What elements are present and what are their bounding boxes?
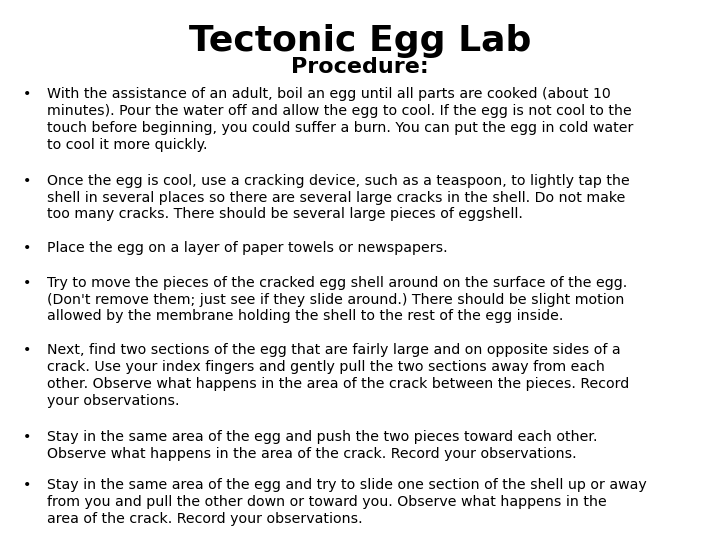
Text: Once the egg is cool, use a cracking device, such as a teaspoon, to lightly tap : Once the egg is cool, use a cracking dev… xyxy=(47,174,629,221)
Text: •: • xyxy=(23,478,32,492)
Text: Stay in the same area of the egg and try to slide one section of the shell up or: Stay in the same area of the egg and try… xyxy=(47,478,647,526)
Text: •: • xyxy=(23,430,32,444)
Text: Next, find two sections of the egg that are fairly large and on opposite sides o: Next, find two sections of the egg that … xyxy=(47,343,629,408)
Text: Place the egg on a layer of paper towels or newspapers.: Place the egg on a layer of paper towels… xyxy=(47,241,447,255)
Text: •: • xyxy=(23,174,32,188)
Text: Try to move the pieces of the cracked egg shell around on the surface of the egg: Try to move the pieces of the cracked eg… xyxy=(47,276,627,323)
Text: •: • xyxy=(23,276,32,290)
Text: •: • xyxy=(23,87,32,102)
Text: Stay in the same area of the egg and push the two pieces toward each other.
Obse: Stay in the same area of the egg and pus… xyxy=(47,430,598,461)
Text: Procedure:: Procedure: xyxy=(291,57,429,77)
Text: With the assistance of an adult, boil an egg until all parts are cooked (about 1: With the assistance of an adult, boil an… xyxy=(47,87,633,152)
Text: •: • xyxy=(23,343,32,357)
Text: Tectonic Egg Lab: Tectonic Egg Lab xyxy=(189,24,531,58)
Text: •: • xyxy=(23,241,32,255)
